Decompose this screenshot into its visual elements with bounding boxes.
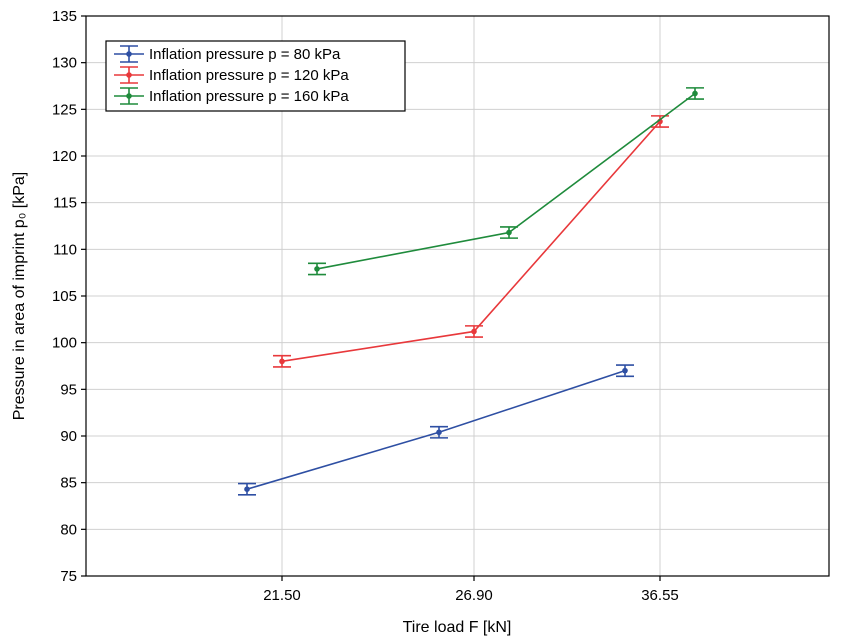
legend-entry-3: Inflation pressure p = 160 kPa — [114, 87, 349, 105]
legend-entry-1: Inflation pressure p = 80 kPa — [114, 45, 341, 63]
legend-label: Inflation pressure p = 120 kPa — [149, 67, 349, 84]
y-axis-ticks: 75 80 85 90 95 100 105 110 115 120 125 130 135 — [52, 8, 86, 585]
x-tick-label: 21.50 — [263, 587, 301, 604]
legend-marker — [126, 93, 132, 99]
y-tick-label: 105 — [52, 288, 77, 305]
y-tick-label: 80 — [60, 521, 77, 538]
data-point — [279, 358, 285, 365]
legend-marker — [126, 51, 132, 57]
legend-entry-2: Inflation pressure p = 120 kPa — [114, 66, 349, 84]
y-tick-label: 90 — [60, 428, 77, 445]
series-3 — [308, 87, 704, 276]
legend-symbol — [114, 45, 144, 63]
x-axis-ticks: 21.50 26.90 36.55 — [263, 576, 679, 604]
x-tick-label: 26.90 — [455, 587, 493, 604]
y-tick-label: 115 — [53, 195, 77, 212]
series-layer — [238, 87, 704, 496]
legend-label: Inflation pressure p = 160 kPa — [149, 88, 349, 105]
y-tick-label: 75 — [60, 568, 77, 585]
y-tick-label: 135 — [52, 8, 77, 25]
legend-symbol — [114, 87, 144, 105]
x-tick-label: 36.55 — [641, 587, 679, 604]
data-point — [506, 229, 512, 236]
y-tick-label: 120 — [52, 148, 77, 165]
data-point — [622, 367, 628, 374]
y-tick-label: 100 — [52, 335, 77, 352]
y-tick-label: 125 — [52, 101, 77, 118]
data-point — [471, 328, 477, 335]
series-1 — [238, 364, 634, 496]
data-point — [244, 486, 250, 493]
legend-marker — [126, 72, 132, 78]
y-tick-label: 110 — [53, 241, 77, 258]
legend-box — [105, 40, 406, 112]
series-line — [246, 369, 626, 490]
y-axis-label: Pressure in area of imprint p₀ [kPa] — [11, 172, 28, 421]
y-tick-label: 85 — [60, 475, 77, 492]
data-point — [436, 429, 442, 436]
y-tick-label: 130 — [52, 55, 77, 72]
x-axis-label: Tire load F [kN] — [403, 619, 512, 636]
y-tick-label: 95 — [60, 381, 77, 398]
legend-label: Inflation pressure p = 80 kPa — [149, 46, 341, 63]
data-point — [314, 266, 320, 272]
data-point — [692, 90, 698, 97]
legend-symbol — [114, 66, 144, 84]
series-line — [316, 92, 696, 270]
series-2 — [273, 115, 669, 368]
legend: Inflation pressure p = 80 kPa Inflation p… — [105, 40, 406, 112]
